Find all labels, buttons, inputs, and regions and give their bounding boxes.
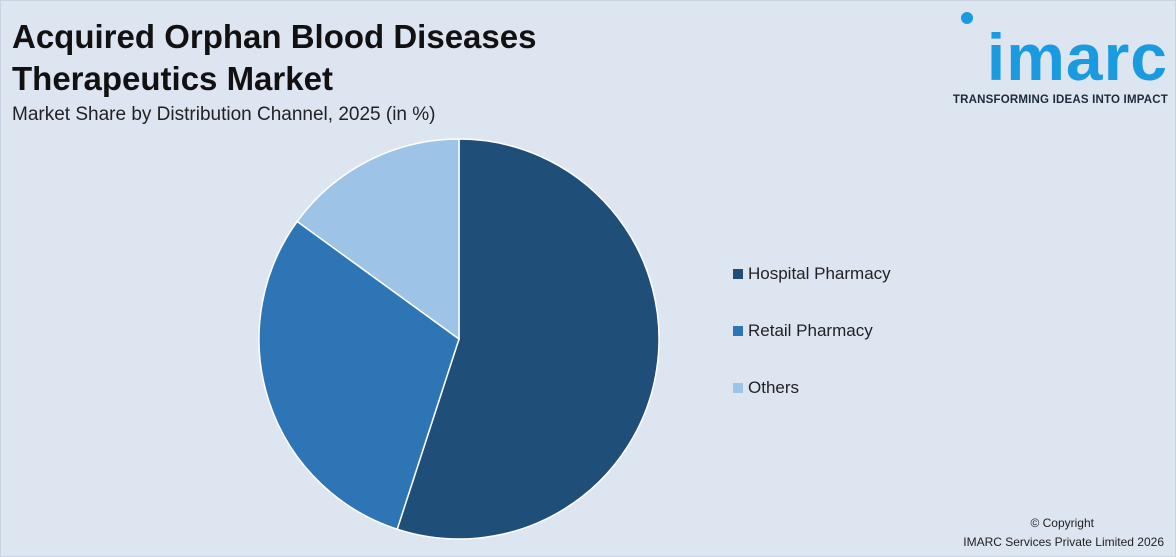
- copyright-notice: © Copyright: [1030, 516, 1094, 530]
- title-line-1: Acquired Orphan Blood Diseases: [12, 18, 537, 55]
- logo-wordmark: imarc: [986, 20, 1168, 94]
- imarc-logo: imarc TRANSFORMING IDEAS INTO IMPACT: [938, 10, 1168, 110]
- logo-tagline: TRANSFORMING IDEAS INTO IMPACT: [952, 94, 1168, 106]
- chart-title: Acquired Orphan Blood Diseases Therapeut…: [12, 16, 536, 100]
- legend-label: Others: [748, 378, 800, 397]
- chart-legend: Hospital Pharmacy Retail Pharmacy Others: [733, 262, 993, 433]
- legend-item-retail-pharmacy: Retail Pharmacy: [733, 319, 993, 343]
- pie-slice-others: [296, 138, 460, 341]
- legend-swatch: [733, 326, 743, 336]
- legend-item-others: Others: [733, 376, 993, 400]
- legend-swatch: [733, 269, 743, 279]
- logo-dot-icon: [961, 12, 973, 24]
- company-credit: IMARC Services Private Limited 2026: [963, 535, 1164, 549]
- legend-swatch: [733, 383, 743, 393]
- title-line-2: Therapeutics Market: [12, 60, 333, 97]
- pie-slice-hospital-pharmacy: [396, 138, 660, 540]
- legend-label: Hospital Pharmacy: [748, 264, 891, 283]
- pie-slice-retail-pharmacy: [258, 220, 460, 531]
- legend-item-hospital-pharmacy: Hospital Pharmacy: [733, 262, 993, 286]
- chart-subtitle: Market Share by Distribution Channel, 20…: [12, 104, 436, 125]
- legend-label: Retail Pharmacy: [748, 321, 873, 340]
